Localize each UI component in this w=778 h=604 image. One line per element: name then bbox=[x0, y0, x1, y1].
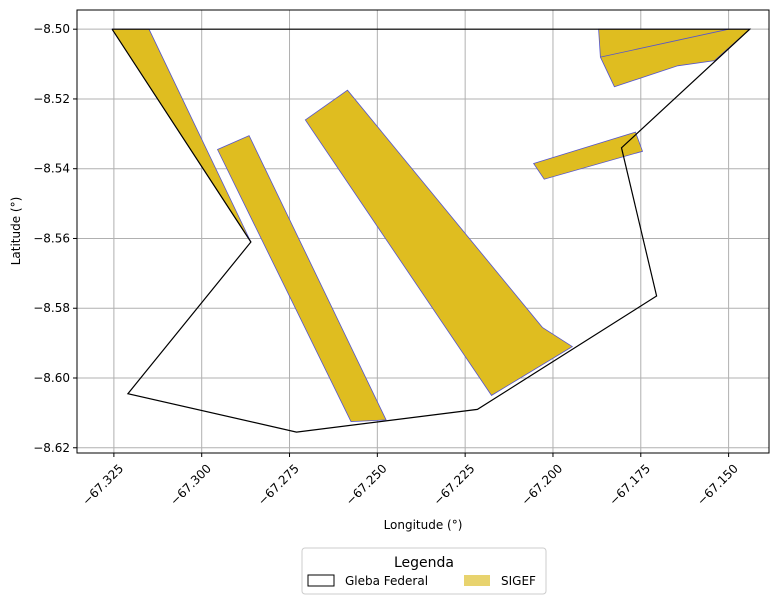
gleba-federal-boundary bbox=[111, 28, 752, 433]
y-tick-label-3: −8.56 bbox=[33, 231, 70, 245]
x-tick-label-3: −67.250 bbox=[343, 461, 390, 508]
y-tick-label-4: −8.58 bbox=[33, 301, 70, 315]
x-tick-label-1: −67.300 bbox=[167, 461, 214, 508]
legend: Legenda Gleba Federal SIGEF bbox=[301, 547, 547, 595]
y-tick-label-0: −8.50 bbox=[33, 22, 70, 36]
x-tick-label-7: −67.150 bbox=[694, 461, 741, 508]
x-axis-label: Longitude (°) bbox=[384, 518, 463, 532]
y-axis: −8.50 −8.52 −8.54 −8.56 −8.58 −8.60 −8.62 bbox=[33, 22, 77, 455]
x-tick-label-5: −67.200 bbox=[519, 461, 566, 508]
sigef-parcel-2 bbox=[216, 135, 387, 423]
legend-label-sigef: SIGEF bbox=[501, 574, 536, 588]
legend-swatch-gleba-federal bbox=[307, 574, 335, 587]
y-axis-label: Latitude (°) bbox=[9, 197, 23, 266]
y-tick-label-2: −8.54 bbox=[33, 162, 70, 176]
x-tick-label-2: −67.275 bbox=[255, 461, 302, 508]
sigef-parcel-5 bbox=[598, 28, 751, 88]
sigef-layer bbox=[111, 28, 751, 423]
plot-frame bbox=[76, 9, 770, 454]
x-tick-label-0: −67.325 bbox=[80, 461, 127, 508]
y-tick-label-6: −8.62 bbox=[33, 441, 70, 455]
x-tick-label-4: −67.225 bbox=[431, 461, 478, 508]
legend-swatch-sigef bbox=[464, 575, 490, 586]
y-tick-label-1: −8.52 bbox=[33, 92, 70, 106]
sigef-parcel-boundary-1 bbox=[600, 28, 729, 58]
sigef-parcel-3 bbox=[304, 89, 574, 396]
x-axis: −67.325 −67.300 −67.275 −67.250 −67.225 −67.2… bbox=[80, 453, 741, 508]
y-tick-label-5: −8.60 bbox=[33, 371, 70, 385]
gleba-federal-layer bbox=[111, 28, 752, 433]
gridlines bbox=[77, 10, 769, 453]
sigef-parcel-4 bbox=[532, 131, 644, 180]
x-tick-label-6: −67.175 bbox=[606, 461, 653, 508]
legend-title: Legenda bbox=[394, 555, 454, 571]
legend-label-gleba-federal: Gleba Federal bbox=[345, 574, 428, 588]
